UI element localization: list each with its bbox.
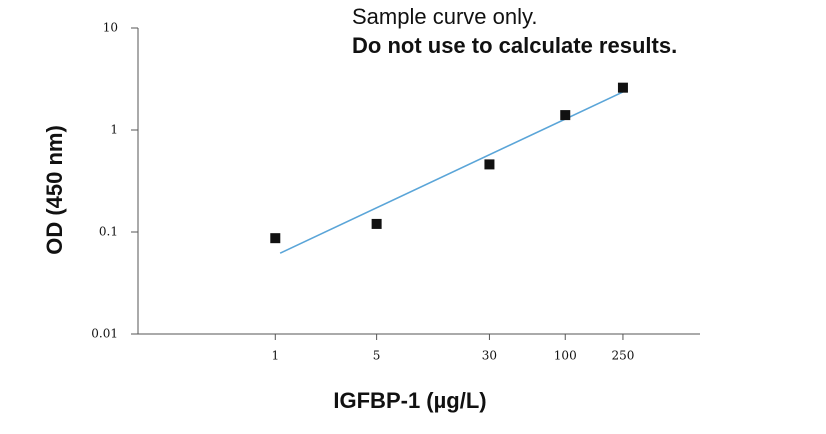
fit-line <box>279 91 624 254</box>
point <box>484 159 495 170</box>
x-tick-label: 100 <box>554 349 577 363</box>
x-tick-label: 250 <box>611 349 634 363</box>
y-tick-label: 0.1 <box>99 225 118 239</box>
point <box>371 218 382 229</box>
point <box>560 110 571 121</box>
point <box>617 82 628 93</box>
y-tick-label: 1 <box>110 123 118 137</box>
point <box>270 233 281 244</box>
x-tick-label: 30 <box>482 349 497 363</box>
y-axis-label: OD (450 nm) <box>42 125 67 255</box>
x-tick-label: 5 <box>373 349 381 363</box>
x-tick-label: 1 <box>271 349 279 363</box>
annotation: Do not use to calculate results. <box>352 33 677 58</box>
y-tick-label: 10 <box>103 21 118 35</box>
y-tick-label: 0.01 <box>91 327 118 341</box>
x-axis-label: IGFBP-1 (µg/L) <box>333 388 486 413</box>
annotation: Sample curve only. <box>352 4 537 29</box>
